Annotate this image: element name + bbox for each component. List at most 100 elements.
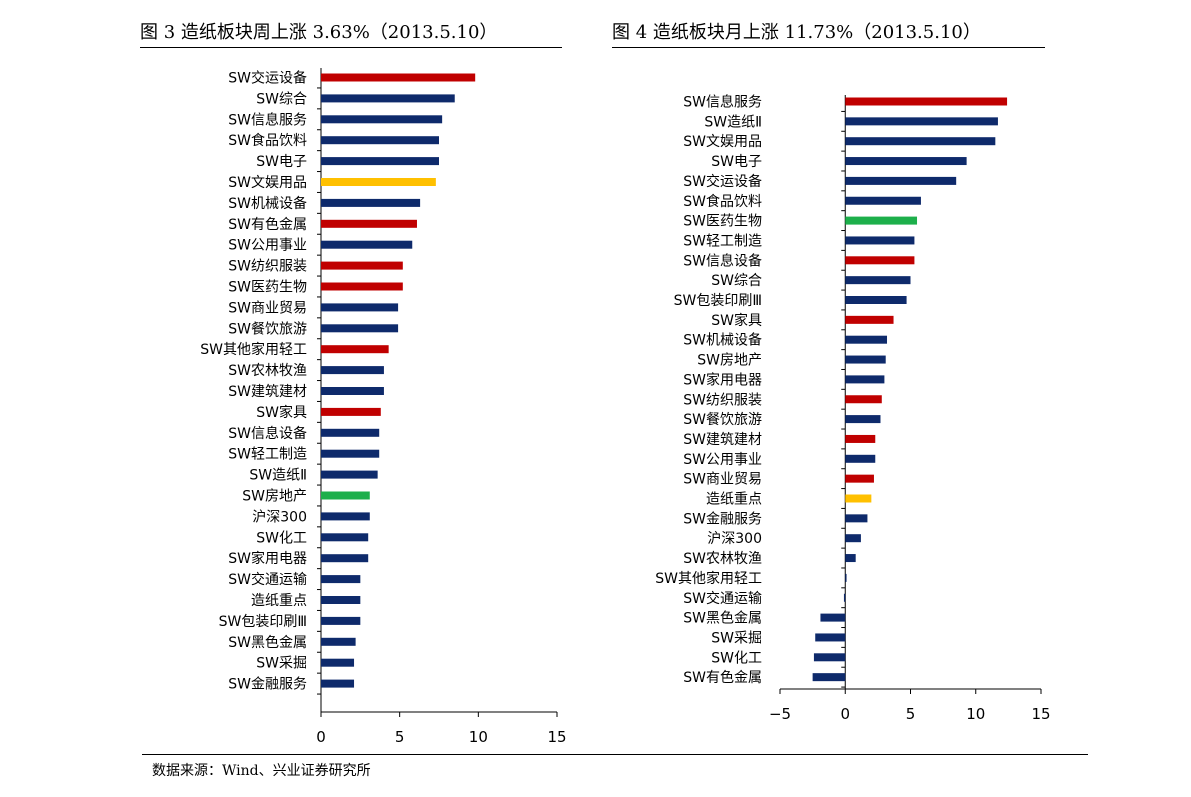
bar [820, 613, 846, 622]
category-label: SW交运设备 [228, 70, 307, 87]
bar [321, 136, 439, 145]
category-label: SW家用电器 [228, 550, 307, 567]
bar [845, 395, 882, 404]
bar [845, 157, 967, 166]
category-label: SW其他家用轻工 [200, 341, 307, 358]
bar [845, 514, 868, 523]
category-label: 沪深300 [252, 509, 307, 525]
category-label: SW餐饮旅游 [683, 412, 762, 428]
category-label: SW交运设备 [683, 173, 762, 190]
value-tick-label: −5 [769, 705, 791, 723]
bar [321, 407, 381, 416]
value-tick-label: 5 [906, 705, 916, 723]
bar [321, 303, 399, 312]
bar [321, 596, 361, 604]
category-label: SW家用电器 [683, 371, 762, 388]
category-label: SW农林牧渔 [228, 363, 307, 379]
category-label: SW有色金属 [228, 216, 307, 233]
category-label: SW造纸Ⅱ [704, 114, 762, 130]
bar [321, 324, 399, 333]
category-label: SW造纸Ⅱ [249, 468, 307, 484]
category-label: SW黑色金属 [228, 634, 307, 651]
title-underline-right [612, 47, 1045, 48]
bar [845, 276, 911, 285]
category-label: SW商业贸易 [683, 472, 762, 488]
bar [321, 449, 380, 458]
bar [845, 256, 915, 265]
category-label: SW化工 [711, 650, 762, 666]
bar [845, 554, 856, 563]
bar [321, 658, 355, 667]
bar [845, 355, 886, 364]
value-tick-label: 0 [316, 728, 326, 746]
value-tick-label: 10 [966, 705, 985, 723]
bar [321, 261, 403, 270]
category-label: SW交通运输 [228, 571, 307, 588]
bar [321, 679, 355, 688]
bar [321, 198, 421, 207]
category-label: SW农林牧渔 [683, 551, 762, 567]
bar [321, 470, 378, 479]
bar [321, 616, 361, 625]
category-label: SW建筑建材 [228, 384, 307, 400]
bar [845, 534, 861, 543]
bar [321, 637, 356, 646]
bar [845, 296, 907, 304]
category-label: SW交通运输 [683, 590, 762, 607]
category-label: SW医药生物 [228, 280, 307, 296]
category-label: SW房地产 [697, 353, 762, 369]
bar [321, 219, 417, 228]
category-label: SW文娱用品 [228, 175, 307, 191]
category-label: SW黑色金属 [683, 610, 762, 627]
bar [845, 216, 918, 225]
bar [321, 491, 370, 500]
category-label: SW信息设备 [228, 425, 307, 442]
bar [845, 573, 847, 582]
category-label: SW采掘 [711, 630, 762, 646]
bar [321, 282, 403, 291]
bar [845, 315, 894, 324]
bar [845, 454, 876, 463]
bar [321, 366, 384, 375]
category-label: SW公用事业 [228, 238, 307, 254]
bar [845, 236, 915, 245]
weekly-change-chart: SW交运设备 SW综合 SW信息服务 SW食品饮料 SW电子 SW文娱用品 SW机械设备 SW… [200, 68, 567, 746]
category-label: SW信息设备 [683, 252, 762, 269]
category-label: SW电子 [711, 154, 762, 170]
category-label: SW包装印刷Ⅲ [219, 614, 307, 630]
bar [321, 157, 439, 166]
bar [321, 428, 380, 437]
bar [321, 115, 443, 124]
bar [845, 196, 921, 205]
bar [321, 512, 370, 521]
category-label: SW化工 [256, 530, 307, 546]
category-label: SW包装印刷Ⅲ [674, 293, 762, 309]
category-label: SW轻工制造 [683, 233, 762, 249]
category-label: SW建筑建材 [683, 432, 762, 448]
bar [845, 474, 874, 483]
bar [845, 415, 881, 424]
value-tick-label: 0 [840, 705, 850, 723]
value-tick-label: 10 [469, 728, 488, 746]
value-tick-label: 15 [547, 728, 566, 746]
category-label: 沪深300 [707, 531, 762, 547]
bar [321, 554, 369, 563]
category-label: SW信息服务 [228, 111, 307, 128]
category-label: SW电子 [256, 154, 307, 170]
category-label: SW房地产 [242, 489, 307, 505]
category-label: SW机械设备 [228, 195, 307, 212]
bar [321, 73, 476, 82]
bar [321, 345, 389, 354]
bar [845, 375, 885, 384]
category-label: SW金融服务 [683, 511, 762, 527]
bar [845, 97, 1008, 106]
category-label: SW纺织服装 [683, 392, 762, 408]
category-label: 造纸重点 [706, 492, 762, 508]
bar [845, 434, 876, 443]
bar [813, 653, 846, 662]
category-label: 造纸重点 [251, 593, 307, 609]
category-label: SW有色金属 [683, 669, 762, 686]
bar [321, 240, 413, 249]
category-label: SW机械设备 [683, 332, 762, 349]
